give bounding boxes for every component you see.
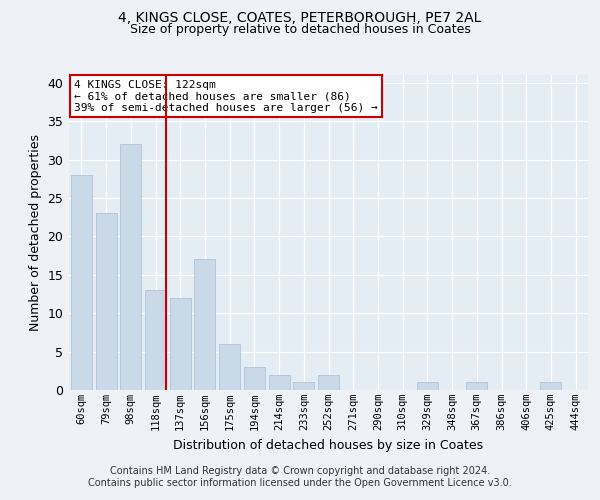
Bar — [170, 298, 191, 390]
Text: Contains HM Land Registry data © Crown copyright and database right 2024.
Contai: Contains HM Land Registry data © Crown c… — [88, 466, 512, 487]
Bar — [145, 290, 166, 390]
Bar — [541, 382, 562, 390]
Text: 4 KINGS CLOSE: 122sqm
← 61% of detached houses are smaller (86)
39% of semi-deta: 4 KINGS CLOSE: 122sqm ← 61% of detached … — [74, 80, 378, 113]
Bar — [293, 382, 314, 390]
Bar — [318, 374, 339, 390]
Bar — [466, 382, 487, 390]
Bar — [194, 260, 215, 390]
Bar — [95, 214, 116, 390]
Bar — [120, 144, 141, 390]
Bar — [417, 382, 438, 390]
Bar — [269, 374, 290, 390]
Text: Size of property relative to detached houses in Coates: Size of property relative to detached ho… — [130, 22, 470, 36]
Text: 4, KINGS CLOSE, COATES, PETERBOROUGH, PE7 2AL: 4, KINGS CLOSE, COATES, PETERBOROUGH, PE… — [118, 11, 482, 25]
Y-axis label: Number of detached properties: Number of detached properties — [29, 134, 42, 331]
Bar — [219, 344, 240, 390]
X-axis label: Distribution of detached houses by size in Coates: Distribution of detached houses by size … — [173, 438, 484, 452]
Bar — [71, 175, 92, 390]
Bar — [244, 367, 265, 390]
